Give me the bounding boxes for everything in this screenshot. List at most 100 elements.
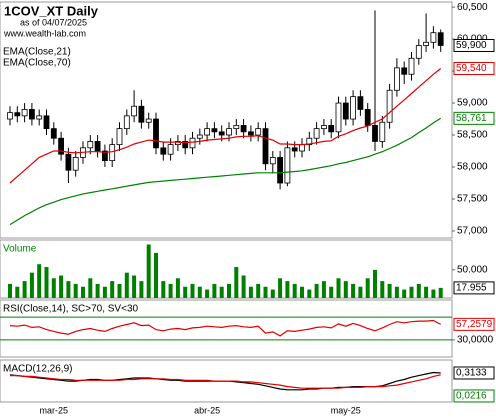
bar bbox=[139, 281, 144, 298]
value-box-label: 59,900 bbox=[456, 40, 487, 51]
candle-body bbox=[28, 109, 35, 120]
bar bbox=[248, 286, 253, 298]
bar bbox=[29, 272, 34, 298]
bar bbox=[394, 286, 399, 298]
candle-body bbox=[58, 137, 64, 155]
bar bbox=[380, 281, 385, 298]
bar bbox=[241, 275, 246, 298]
bar bbox=[132, 275, 137, 298]
bar bbox=[270, 289, 275, 298]
candle-body bbox=[284, 147, 291, 184]
candle-body bbox=[320, 125, 327, 130]
bar bbox=[373, 269, 377, 298]
y-tick-label: 58,000 bbox=[457, 162, 488, 173]
candle-body bbox=[372, 125, 378, 142]
bar bbox=[175, 278, 180, 298]
chart-subtitle: as of 04/07/2025 bbox=[20, 17, 87, 27]
candle-body bbox=[306, 137, 313, 146]
bar bbox=[81, 286, 85, 298]
candle-body bbox=[247, 131, 254, 136]
candle-body bbox=[167, 144, 174, 155]
value-box-label: 58,761 bbox=[456, 113, 487, 124]
x-tick-label: abr-25 bbox=[194, 405, 220, 415]
value-box-label: 0,3133 bbox=[456, 368, 487, 379]
candle-body bbox=[196, 134, 203, 139]
bar bbox=[146, 244, 151, 298]
line bbox=[10, 374, 441, 389]
panel-title: 1COV_XT Daily bbox=[4, 3, 99, 18]
bar bbox=[51, 278, 56, 298]
bar bbox=[402, 289, 407, 298]
candle-body bbox=[437, 32, 444, 46]
y-tick-label: 58,500 bbox=[457, 130, 488, 141]
bar bbox=[95, 283, 100, 298]
candle-body bbox=[160, 147, 167, 155]
bar bbox=[234, 267, 239, 298]
bar bbox=[102, 286, 107, 298]
bar bbox=[183, 286, 188, 298]
value-box-label: 59,540 bbox=[456, 63, 487, 74]
candle-body bbox=[299, 144, 305, 152]
bar bbox=[212, 283, 217, 298]
bar bbox=[263, 286, 268, 298]
bar bbox=[117, 283, 122, 298]
value-box bbox=[453, 111, 495, 125]
bar bbox=[416, 283, 421, 298]
bar bbox=[197, 286, 202, 298]
y-tick-label: 57,500 bbox=[457, 194, 488, 205]
candle-body bbox=[123, 115, 130, 130]
candle-body bbox=[386, 89, 393, 123]
bar bbox=[154, 252, 158, 298]
bar bbox=[285, 281, 290, 298]
value-box bbox=[453, 317, 495, 331]
bar bbox=[300, 286, 304, 298]
candle-body bbox=[174, 141, 181, 146]
bar bbox=[358, 286, 363, 298]
candle-body bbox=[94, 141, 101, 152]
candle-body bbox=[131, 105, 138, 117]
candle-body bbox=[182, 141, 189, 149]
candle-body bbox=[109, 144, 116, 162]
panel bbox=[0, 299, 453, 358]
source: www.wealth-lab.com bbox=[3, 28, 86, 38]
panel-title: MACD(12,26,9) bbox=[3, 364, 72, 375]
panel bbox=[0, 1, 453, 239]
candle-body bbox=[415, 45, 422, 59]
bar bbox=[44, 267, 49, 298]
bar bbox=[219, 286, 224, 298]
candle-body bbox=[43, 115, 50, 130]
value-box bbox=[453, 38, 495, 52]
candle-body bbox=[401, 67, 408, 75]
value-box-label: 57,2579 bbox=[456, 319, 493, 330]
bar bbox=[314, 283, 319, 298]
candle-body bbox=[357, 96, 364, 110]
bar bbox=[66, 281, 71, 298]
value-box bbox=[453, 281, 495, 295]
bar bbox=[431, 289, 436, 298]
bar bbox=[190, 283, 195, 298]
candle-body bbox=[379, 121, 386, 142]
candle-body bbox=[218, 131, 225, 136]
candle-body bbox=[65, 153, 72, 171]
bar bbox=[73, 283, 78, 298]
candle-body bbox=[153, 118, 159, 149]
panel-title: Volume bbox=[3, 244, 37, 255]
bar bbox=[424, 286, 429, 298]
bar bbox=[124, 272, 129, 298]
bar bbox=[292, 283, 297, 298]
bar bbox=[321, 281, 326, 298]
candle-body bbox=[342, 102, 349, 120]
bar bbox=[256, 283, 261, 298]
candle-body bbox=[50, 128, 57, 139]
value-box-label: 0,0216 bbox=[456, 391, 487, 402]
bar bbox=[409, 286, 414, 298]
bar bbox=[387, 283, 392, 298]
candle-body bbox=[36, 115, 43, 120]
value-box bbox=[453, 62, 495, 76]
candle-body bbox=[116, 128, 123, 146]
candle-body bbox=[145, 118, 152, 123]
line bbox=[9, 117, 442, 226]
candle-body bbox=[87, 141, 94, 149]
